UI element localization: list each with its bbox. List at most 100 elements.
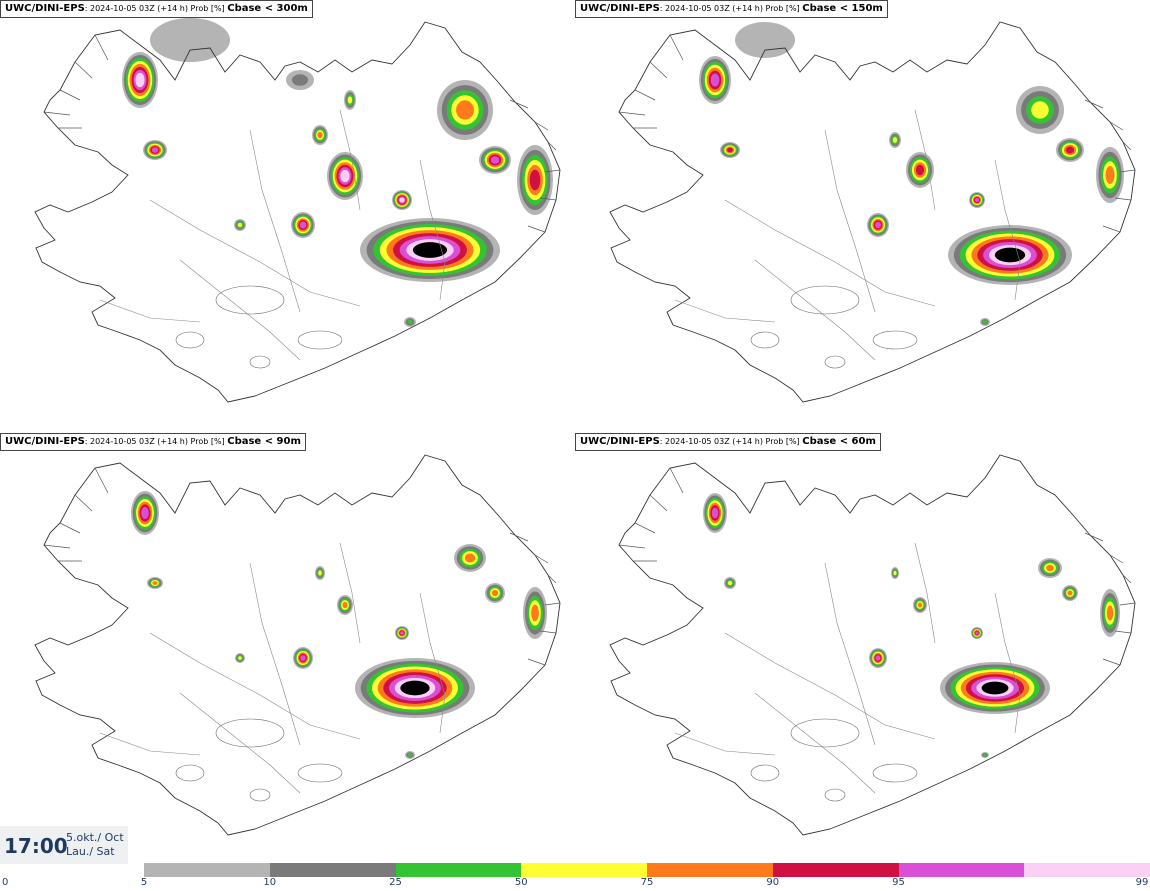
- map-panel-1: UWC/DINI-EPS: 2024-10-05 03Z (+14 h) Pro…: [0, 0, 575, 428]
- river-4: [754, 259, 876, 361]
- probability-field: [131, 491, 547, 759]
- panel-title: UWC/DINI-EPS: 2024-10-05 03Z (+14 h) Pro…: [0, 433, 306, 451]
- model-name: UWC/DINI-EPS: [580, 436, 660, 447]
- river-5: [99, 732, 201, 756]
- lake-3: [249, 355, 271, 369]
- lake-0: [215, 285, 285, 315]
- prob-area-10-level-2: [407, 753, 413, 757]
- valid-time-box: 17:00 5.okt./ Oct Lau./ Sat: [0, 826, 128, 864]
- valid-date-line1: 5.okt./ Oct: [66, 831, 124, 844]
- prob-area-7-level-4: [1105, 166, 1115, 184]
- fjords: [618, 34, 1136, 233]
- river-5: [674, 732, 776, 756]
- prob-area-5-level-4: [464, 553, 476, 563]
- river-0: [149, 632, 361, 740]
- panel-title: UWC/DINI-EPS: 2024-10-05 03Z (+14 h) Pro…: [0, 0, 313, 18]
- map-panel-3: UWC/DINI-EPS: 2024-10-05 03Z (+14 h) Pro…: [0, 433, 575, 861]
- prob-area-1-level-3: [727, 580, 733, 586]
- coastline: [34, 21, 561, 403]
- lake-1: [297, 763, 343, 783]
- colorbar-tick: 90: [766, 877, 780, 888]
- river-4: [754, 692, 876, 794]
- lake-2: [750, 331, 780, 349]
- threshold-label: Cbase < 150m: [802, 3, 883, 14]
- prob-area-2-level-6: [875, 221, 881, 229]
- colorbar-tick: 50: [514, 877, 528, 888]
- probability-field: [122, 18, 553, 327]
- river-1: [824, 562, 876, 746]
- prob-area-5-level-4: [456, 100, 474, 120]
- lake-2: [175, 764, 205, 782]
- prob-area-5-level-4: [1046, 564, 1054, 572]
- prob-area-1-level-6: [151, 147, 159, 153]
- prob-area-12-level-3: [237, 222, 243, 228]
- prob-area-0-level-6: [141, 507, 149, 519]
- prob-area-1-level-4: [152, 581, 158, 585]
- run-info: : 2024-10-05 03Z (+14 h) Prob [%]: [659, 4, 803, 13]
- prob-area-4-level-8: [994, 247, 1026, 263]
- prob-area-0-level-6: [711, 507, 719, 519]
- probability-field: [699, 22, 1124, 326]
- prob-area-9-level-3: [318, 570, 322, 576]
- colorbar-segment-5: [144, 863, 270, 877]
- colorbar-segment-10: [269, 863, 396, 877]
- panel-title: UWC/DINI-EPS: 2024-10-05 03Z (+14 h) Pro…: [575, 433, 881, 451]
- river-1: [249, 129, 301, 313]
- prob-area-13-level-2: [407, 319, 413, 325]
- colorbar-tick: 75: [640, 877, 654, 888]
- lake-0: [790, 285, 860, 315]
- model-name: UWC/DINI-EPS: [5, 436, 85, 447]
- prob-area-8-level-6: [975, 631, 979, 635]
- prob-area-11-level-1: [291, 74, 309, 86]
- prob-area-2-level-6: [300, 655, 306, 661]
- prob-area-9-level-3: [893, 570, 897, 576]
- iceland-map: [34, 454, 561, 836]
- lake-1: [872, 330, 918, 350]
- lake-3: [824, 355, 846, 369]
- map-panel-4: UWC/DINI-EPS: 2024-10-05 03Z (+14 h) Pro…: [575, 433, 1150, 861]
- river-5: [99, 299, 201, 323]
- panel-title: UWC/DINI-EPS: 2024-10-05 03Z (+14 h) Pro…: [575, 0, 888, 18]
- prob-area-8-level-6: [400, 631, 404, 635]
- colorbar-segment-99: [1024, 863, 1150, 877]
- colorbar-segment-95: [898, 863, 1025, 877]
- prob-area-2-level-6: [299, 221, 307, 229]
- colorbar-tick: 95: [892, 877, 905, 888]
- prob-area-9-level-4: [317, 131, 323, 139]
- prob-area-2-level-6: [875, 655, 881, 661]
- river-0: [149, 199, 361, 307]
- prob-area-3-level-4: [917, 602, 923, 608]
- run-info: : 2024-10-05 03Z (+14 h) Prob [%]: [84, 437, 228, 446]
- prob-area-6-level-4: [1067, 590, 1073, 596]
- river-1: [824, 129, 876, 313]
- prob-area-10-level-3: [347, 96, 353, 104]
- lake-2: [175, 331, 205, 349]
- lake-0: [790, 718, 860, 748]
- prob-area-14-level-0: [150, 18, 230, 62]
- run-info: : 2024-10-05 03Z (+14 h) Prob [%]: [84, 4, 228, 13]
- prob-area-0-level-7: [135, 72, 145, 88]
- prob-area-8-level-7: [399, 197, 405, 203]
- valid-time-clock: 17:00: [4, 834, 68, 858]
- river-0: [724, 632, 936, 740]
- colorbar-segment-50: [521, 863, 647, 877]
- prob-area-4-level-8: [412, 242, 448, 258]
- colorbar-tick: 99: [1135, 877, 1149, 888]
- valid-date: 5.okt./ Oct Lau./ Sat: [66, 831, 124, 859]
- iceland-map: [609, 454, 1136, 836]
- coastline: [34, 454, 561, 836]
- lake-1: [297, 330, 343, 350]
- river-3: [914, 542, 936, 644]
- river-2: [994, 159, 1021, 301]
- river-3: [914, 109, 936, 211]
- prob-area-4-level-8: [400, 680, 430, 696]
- prob-area-7-level-4: [531, 604, 539, 622]
- lake-3: [824, 788, 846, 802]
- prob-area-3-level-7: [340, 169, 350, 183]
- river-2: [419, 159, 446, 301]
- river-4: [179, 259, 301, 361]
- model-name: UWC/DINI-EPS: [580, 3, 660, 14]
- fjords: [43, 467, 561, 666]
- prob-area-6-level-4: [491, 589, 499, 597]
- prob-area-3-level-5: [915, 164, 925, 176]
